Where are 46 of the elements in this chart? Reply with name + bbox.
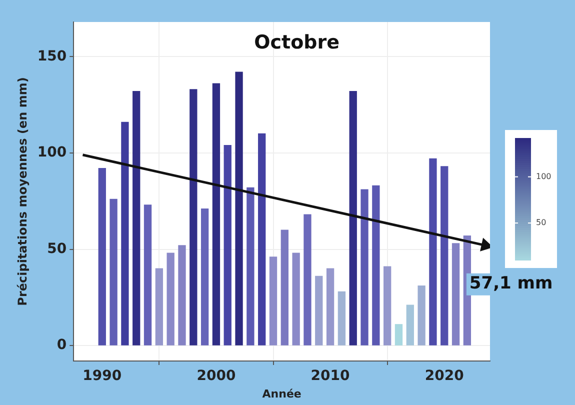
- bar: [452, 243, 460, 346]
- bar: [315, 276, 323, 346]
- bar: [98, 168, 106, 346]
- bar: [360, 189, 368, 346]
- bar: [338, 291, 346, 346]
- bar: [280, 230, 288, 346]
- annotation: 57,1 mm: [469, 273, 553, 294]
- bar: [440, 166, 448, 346]
- bar: [166, 252, 174, 346]
- x-tick-label: 1990: [82, 368, 122, 384]
- bar: [224, 144, 232, 346]
- y-tick-label: 150: [37, 48, 67, 64]
- bar: [246, 187, 254, 346]
- y-tick-label: 100: [37, 144, 67, 161]
- bar: [190, 89, 198, 346]
- x-tick-label: 2010: [310, 368, 350, 384]
- x-tick-label: 2000: [196, 368, 236, 384]
- bar: [132, 91, 140, 346]
- bar: [384, 266, 392, 346]
- bar: [212, 83, 220, 346]
- bar: [235, 72, 243, 346]
- bar: [418, 286, 426, 346]
- y-axis-title: Précipitations moyennes (en mm): [15, 77, 30, 306]
- color-bar-label: 50: [536, 218, 546, 228]
- x-axis-title: Année: [262, 387, 302, 400]
- y-tick-label: 50: [47, 240, 67, 257]
- bar: [292, 252, 300, 346]
- bar: [326, 268, 334, 346]
- x-tick-label: 2020: [424, 368, 464, 384]
- bar: [406, 304, 414, 346]
- color-bar-label: 100: [536, 172, 552, 181]
- bar: [144, 204, 152, 346]
- y-tick-label: 0: [56, 337, 67, 354]
- bar: [121, 122, 129, 346]
- bar: [110, 198, 118, 346]
- bar: [372, 185, 380, 346]
- bar: [258, 133, 266, 346]
- bar: [269, 256, 278, 346]
- bar: [304, 214, 312, 346]
- text: Octobre: [254, 31, 340, 54]
- bar: [200, 208, 209, 346]
- bar: [394, 324, 403, 346]
- bar: [155, 268, 164, 346]
- bar: [178, 245, 186, 346]
- bar: [429, 158, 437, 346]
- bar: [349, 91, 357, 346]
